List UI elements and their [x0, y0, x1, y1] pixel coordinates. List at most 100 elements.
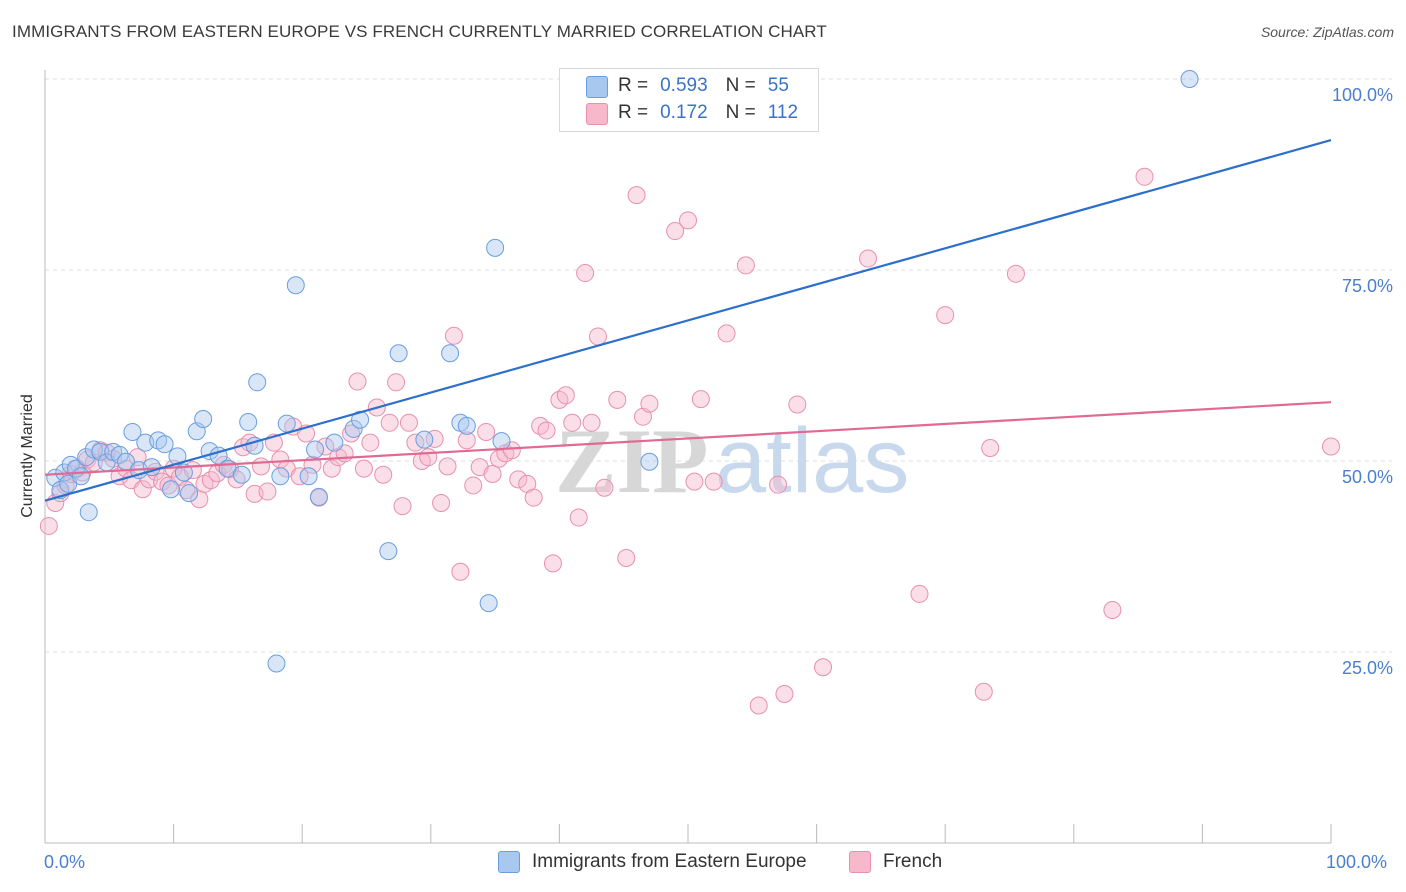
- x-tick-label-max: 100.0%: [1326, 852, 1388, 872]
- legend-label: French: [883, 851, 943, 872]
- french-point: [633, 407, 652, 426]
- french-point: [354, 459, 373, 478]
- french-point: [399, 413, 418, 432]
- french-point: [788, 395, 807, 414]
- eastern-europe-point: [239, 413, 258, 432]
- french-point: [936, 306, 955, 325]
- french-point: [685, 472, 704, 491]
- legend-n-value: 112: [767, 102, 799, 123]
- french-point: [736, 256, 755, 275]
- french-point: [569, 508, 588, 527]
- french-point: [910, 584, 929, 603]
- legend-n-label: N =: [725, 75, 756, 96]
- french-point: [524, 488, 543, 507]
- eastern-europe-point: [267, 654, 286, 673]
- y-axis-label: Currently Married: [19, 394, 36, 518]
- french-point: [457, 431, 476, 450]
- french-trend-line: [44, 401, 1332, 476]
- watermark-atlas: atlas: [715, 410, 909, 512]
- french-point: [576, 264, 595, 283]
- source-credit: Source: ZipAtlas.com: [1260, 24, 1394, 40]
- grid-lines: [45, 78, 1392, 653]
- french-point: [543, 554, 562, 573]
- eastern-europe-point: [441, 344, 460, 363]
- french-point: [444, 326, 463, 345]
- french-point: [451, 562, 470, 581]
- eastern-europe-point: [277, 414, 296, 433]
- eastern-europe-point: [286, 276, 305, 295]
- legend-r-label: R =: [618, 102, 649, 123]
- french-point: [749, 696, 768, 715]
- french-point: [133, 480, 152, 499]
- french-point: [348, 372, 367, 391]
- french-point: [582, 413, 601, 432]
- french-point: [361, 433, 380, 452]
- french-point: [374, 465, 393, 484]
- eastern-europe-point: [344, 419, 363, 438]
- legend-r-value: 0.172: [660, 102, 708, 123]
- legend-swatch-blue: [498, 851, 520, 873]
- eastern-europe-point: [486, 238, 505, 257]
- eastern-europe-point: [162, 480, 181, 499]
- eastern-europe-point: [168, 447, 187, 466]
- french-point: [556, 386, 575, 405]
- legend-n-label: N =: [725, 102, 756, 123]
- eastern-europe-point: [309, 487, 328, 506]
- eastern-europe-point: [379, 542, 398, 561]
- french-point: [177, 481, 196, 500]
- french-point: [814, 658, 833, 677]
- eastern-europe-point: [1180, 70, 1199, 88]
- legend-item-eastern-europe[interactable]: Immigrants from Eastern Europe: [498, 851, 807, 873]
- eastern-europe-point: [77, 448, 96, 467]
- y-tick-label: 75.0%: [1341, 276, 1393, 296]
- french-point: [39, 516, 58, 535]
- y-tick-label: 50.0%: [1341, 467, 1393, 487]
- french-point: [387, 373, 406, 392]
- french-point: [666, 222, 685, 241]
- x-tick-label-min: 0.0%: [44, 852, 86, 872]
- eastern-europe-point: [640, 452, 659, 471]
- french-point: [1322, 437, 1340, 456]
- french-point: [425, 429, 444, 448]
- eastern-europe-point: [271, 467, 290, 486]
- legend-item-french[interactable]: French: [849, 851, 942, 873]
- french-point: [537, 421, 556, 440]
- french-point: [316, 437, 335, 456]
- legend-row-pink: R = 0.172 N = 112: [618, 101, 798, 125]
- french-point: [859, 249, 878, 268]
- french-point: [438, 457, 457, 476]
- legend-swatch-pink: [586, 103, 608, 125]
- legend-swatch-pink: [849, 851, 871, 873]
- french-point: [1006, 264, 1025, 283]
- correlation-legend: R = 0.593 N = 55 R = 0.172 N = 112: [559, 68, 819, 132]
- legend-r-value: 0.593: [660, 75, 708, 96]
- french-point: [627, 186, 646, 205]
- french-point: [502, 441, 521, 460]
- french-point: [617, 549, 636, 568]
- eastern-europe-trend-line: [44, 139, 1332, 502]
- french-point: [974, 682, 993, 701]
- y-tick-label: 100.0%: [1331, 85, 1393, 105]
- french-point: [477, 422, 496, 441]
- eastern-europe-point: [415, 430, 434, 449]
- eastern-europe-point: [248, 373, 267, 392]
- french-point: [679, 211, 697, 230]
- french-point: [588, 327, 607, 346]
- eastern-europe-point: [389, 344, 408, 363]
- legend-label: Immigrants from Eastern Europe: [532, 851, 807, 872]
- french-point: [258, 482, 277, 501]
- french-point: [769, 475, 788, 494]
- french-point: [464, 476, 483, 495]
- trend-lines: [44, 139, 1332, 502]
- french-point: [483, 464, 502, 483]
- eastern-europe-point: [232, 465, 251, 484]
- eastern-europe-point: [306, 440, 325, 459]
- eastern-europe-point: [72, 467, 91, 486]
- french-point: [380, 413, 399, 432]
- legend-n-value: 55: [767, 75, 789, 96]
- french-point: [563, 413, 582, 432]
- eastern-europe-point: [79, 503, 98, 522]
- french-point: [128, 448, 147, 467]
- eastern-europe-points: [46, 70, 1199, 673]
- eastern-europe-point: [492, 432, 511, 451]
